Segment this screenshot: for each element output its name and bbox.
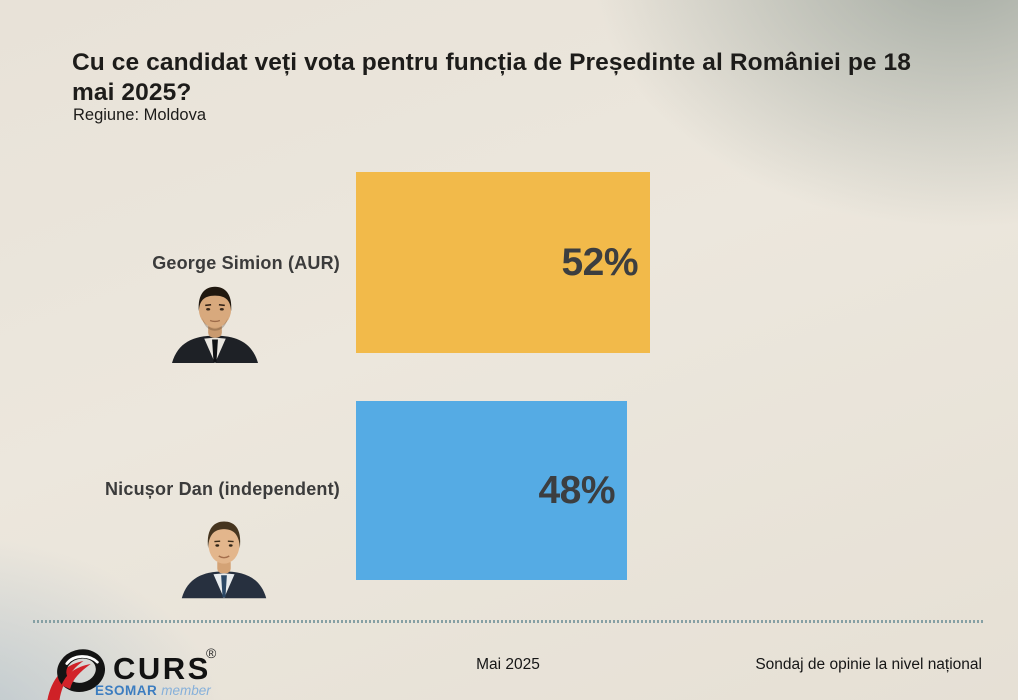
registered-trademark-symbol: ® xyxy=(206,645,217,661)
survey-date: Mai 2025 xyxy=(476,656,540,673)
bar-nicusor-dan: 48% xyxy=(356,401,627,580)
simion-portrait-icon xyxy=(163,277,267,363)
curs-swirl-logo-icon xyxy=(44,645,112,700)
candidate-label-simion: George Simion (AUR) xyxy=(152,253,340,273)
bar-george-simion: 52% xyxy=(356,172,650,353)
region-subtitle: Regiune: Moldova xyxy=(73,106,206,124)
candidate-label-dan: Nicușor Dan (independent) xyxy=(104,479,340,499)
poll-question-title: Cu ce candidat veți vota pentru funcția … xyxy=(72,49,911,107)
esomar-member-text: ESOMAR member xyxy=(95,683,211,698)
survey-scope-note: Sondaj de opinie la nivel național xyxy=(755,656,982,673)
esomar-label: ESOMAR xyxy=(95,683,158,698)
curs-brand-text: CURS xyxy=(113,651,211,686)
bar-value-label-simion: 52% xyxy=(561,240,638,284)
member-label: member xyxy=(161,683,211,698)
bar-value-label-dan: 48% xyxy=(538,468,615,512)
dan-portrait-icon xyxy=(176,511,272,601)
dotted-divider xyxy=(33,620,983,623)
